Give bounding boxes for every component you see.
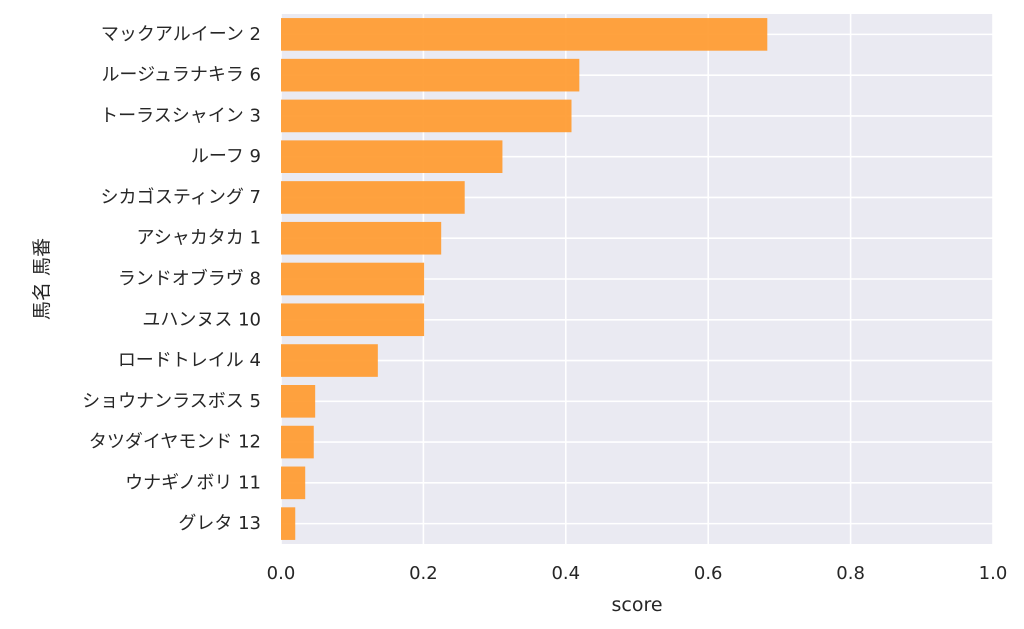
y-tick-label: ショウナンラスボス 5 [82, 391, 261, 412]
y-tick-label: ルーフ 9 [191, 146, 261, 167]
y-tick-label: ロードトレイル 4 [118, 350, 261, 371]
y-tick-label: ルージュラナキラ 6 [101, 65, 261, 86]
x-tick-label: 0.0 [267, 563, 296, 584]
y-tick-labels: マックアルイーン 2 ルージュラナキラ 6 トーラスシャイン 3 ルーフ 9 シカゴステ… [82, 24, 261, 534]
y-tick-label: ランドオブラヴ 8 [118, 268, 261, 290]
y-tick-label: ユハンヌス 10 [142, 309, 261, 330]
y-tick-label: シカゴスティング 7 [101, 187, 261, 208]
y-tick-label: グレタ 13 [178, 513, 261, 534]
bar [281, 303, 425, 337]
x-tick-label: 0.6 [694, 563, 723, 584]
bar [281, 425, 314, 459]
bar [281, 99, 572, 133]
bar [281, 466, 306, 500]
bars [281, 18, 768, 540]
y-tick-label: アシャカタカ 1 [137, 228, 261, 249]
x-axis-label: score [611, 594, 662, 616]
bar [281, 58, 580, 92]
y-tick-label: マックアルイーン 2 [101, 24, 261, 45]
bar [281, 507, 296, 540]
y-tick-label: トーラスシャイン 3 [100, 105, 261, 126]
bar [281, 344, 378, 377]
y-tick-label: タツダイヤモンド 12 [89, 432, 261, 453]
y-tick-label: ウナギノボリ 11 [125, 472, 261, 493]
bar [281, 221, 442, 255]
y-axis-label: 馬名 馬番 [31, 238, 53, 320]
x-tick-label: 0.8 [836, 563, 865, 584]
bar [281, 140, 503, 173]
bar [281, 262, 425, 296]
x-tick-label: 0.2 [409, 563, 438, 584]
bar [281, 181, 465, 214]
bar [281, 18, 768, 51]
x-tick-label: 0.4 [551, 563, 580, 584]
x-tick-label: 1.0 [979, 563, 1008, 584]
x-tick-labels: 0.0 0.2 0.4 0.6 0.8 1.0 [267, 563, 1008, 584]
bar [281, 385, 316, 418]
